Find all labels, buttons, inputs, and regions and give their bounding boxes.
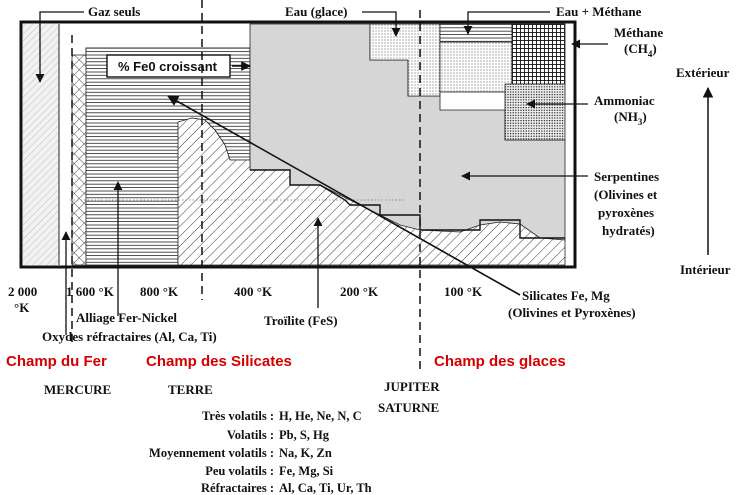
region-methane <box>511 23 566 85</box>
planet-jupiter: JUPITER <box>384 379 440 394</box>
label-serpentines-3: pyroxènes <box>598 205 654 220</box>
region-ammoniac <box>504 83 566 141</box>
temp-800: 800 °K <box>140 284 179 299</box>
label-interieur: Intérieur <box>680 262 731 277</box>
field-fer: Champ du Fer <box>6 353 107 370</box>
volatility-elements-2: Na, K, Zn <box>279 446 332 460</box>
temp-100: 100 °K <box>444 284 483 299</box>
label-troilite: Troïlite (FeS) <box>264 313 338 328</box>
label-ammoniac-formula: (NH3) <box>614 109 647 127</box>
label-eau-methane: Eau + Méthane <box>556 4 642 19</box>
planet-mercure: MERCURE <box>44 382 111 397</box>
temp-2000: 2 000 <box>8 284 37 299</box>
region-eau-methane <box>439 23 513 43</box>
volatility-label-0: Très volatils : <box>202 409 274 423</box>
silicates-arrow <box>167 95 521 296</box>
label-exterieur: Extérieur <box>676 65 730 80</box>
fe0-label: % Fe0 croissant <box>118 59 218 74</box>
volatility-elements-1: Pb, S, Hg <box>279 428 330 442</box>
volatility-label-3: Peu volatils : <box>205 464 274 478</box>
volatility-elements-0: H, He, Ne, N, C <box>279 409 362 423</box>
label-eau-glace: Eau (glace) <box>285 4 347 19</box>
eau-methane-arrow <box>463 11 550 35</box>
volatility-elements-3: Fe, Mg, Si <box>279 464 334 478</box>
temp-200: 200 °K <box>340 284 379 299</box>
volatility-legend: Très volatils : H, He, Ne, N, C Volatils… <box>149 409 372 495</box>
volatility-label-2: Moyennement volatils : <box>149 446 274 460</box>
field-glaces: Champ des glaces <box>434 353 566 370</box>
planet-terre: TERRE <box>168 382 213 397</box>
label-methane-formula: (CH4) <box>624 41 657 59</box>
temp-400: 400 °K <box>234 284 273 299</box>
eau-glace-arrow <box>362 11 401 37</box>
label-serpentines-1: Serpentines <box>594 169 659 184</box>
temp-1600: 1 600 °K <box>66 284 115 299</box>
label-methane: Méthane <box>614 25 663 40</box>
field-silicates: Champ des Silicates <box>146 353 292 370</box>
label-oxydes: Oxydes réfractaires (Al, Ca, Ti) <box>42 329 217 344</box>
label-alliage: Alliage Fer-Nickel <box>76 310 177 325</box>
region-silicates <box>177 117 566 266</box>
volatility-label-1: Volatils : <box>227 428 274 442</box>
fe0-label-box <box>106 54 231 78</box>
volatility-elements-4: Al, Ca, Ti, Ur, Th <box>279 481 372 495</box>
planet-saturne: SATURNE <box>378 400 439 415</box>
temp-2000-unit: °K <box>14 300 30 315</box>
region-gaz-seuls <box>23 24 59 265</box>
label-gaz-seuls: Gaz seuls <box>88 4 140 19</box>
label-serpentines-2: (Olivines et <box>594 187 658 202</box>
gaz-seuls-arrow <box>35 11 84 83</box>
label-silicates-1: Silicates Fe, Mg <box>522 288 610 303</box>
label-serpentines-4: hydratés) <box>602 223 655 238</box>
label-ammoniac: Ammoniac <box>594 93 655 108</box>
volatility-label-4: Réfractaires : <box>201 481 274 495</box>
label-silicates-2: (Olivines et Pyroxènes) <box>508 305 636 320</box>
